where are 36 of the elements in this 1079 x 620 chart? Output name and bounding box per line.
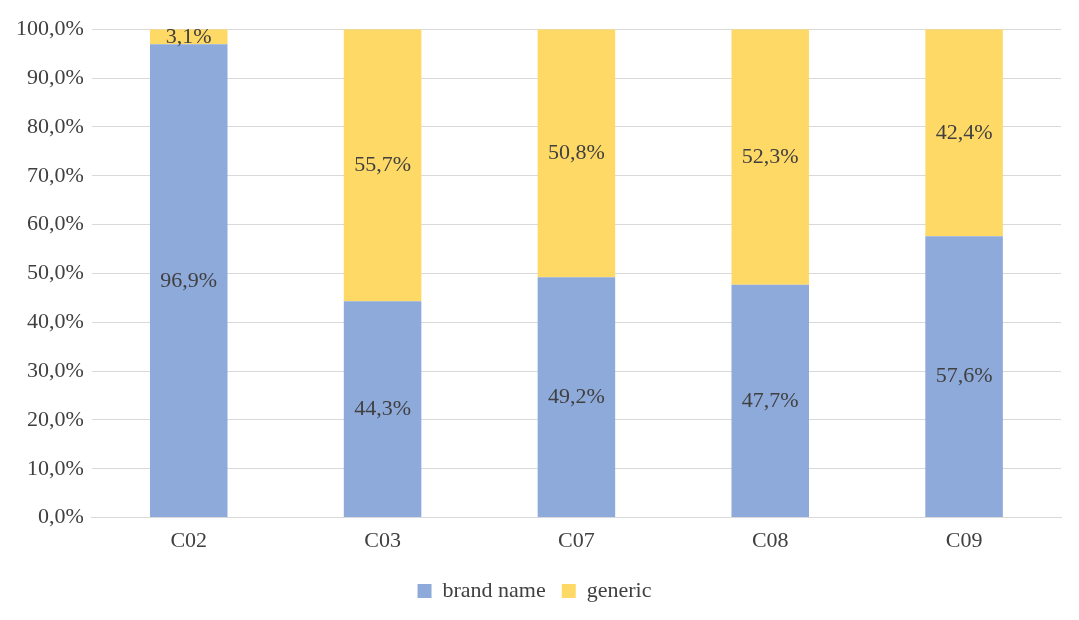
x-tick-label: C02 xyxy=(170,526,208,552)
bar xyxy=(731,29,810,285)
y-tick-label: 0,0% xyxy=(38,503,84,529)
y-tick-label: 30,0% xyxy=(27,356,84,382)
bar xyxy=(925,236,1003,518)
data-label: 3,1% xyxy=(165,22,212,48)
y-tick-label: 10,0% xyxy=(27,454,84,480)
y-tick-label: 100,0% xyxy=(16,14,84,40)
data-label: 55,7% xyxy=(354,151,411,176)
data-label: 52,3% xyxy=(741,142,799,168)
data-label: 57,6% xyxy=(935,362,993,388)
x-tick-label: C09 xyxy=(945,526,983,552)
x-tick-label: C08 xyxy=(751,526,789,552)
data-label: 49,2% xyxy=(548,382,605,408)
x-tick-label: C03 xyxy=(364,526,401,552)
x-tick-label: C07 xyxy=(558,526,595,552)
y-tick-label: 60,0% xyxy=(27,210,84,236)
bar xyxy=(731,284,810,518)
y-tick-label: 20,0% xyxy=(27,405,84,431)
data-label: 47,7% xyxy=(741,386,799,412)
y-tick-label: 70,0% xyxy=(27,161,84,187)
data-label: 44,3% xyxy=(354,394,411,420)
bar xyxy=(537,29,616,278)
data-label: 50,8% xyxy=(548,139,605,165)
y-tick-label: 80,0% xyxy=(27,112,84,138)
y-tick-label: 40,0% xyxy=(27,308,84,334)
data-label: 42,4% xyxy=(935,118,993,144)
bar xyxy=(343,301,422,518)
y-tick-label: 50,0% xyxy=(27,259,84,285)
bar xyxy=(537,277,616,518)
bar xyxy=(925,29,1003,237)
data-label: 96,9% xyxy=(160,266,218,292)
legend-label: generic xyxy=(586,576,652,602)
bar xyxy=(343,29,422,302)
y-tick-label: 90,0% xyxy=(27,63,84,89)
legend-label: brand name xyxy=(442,576,546,602)
